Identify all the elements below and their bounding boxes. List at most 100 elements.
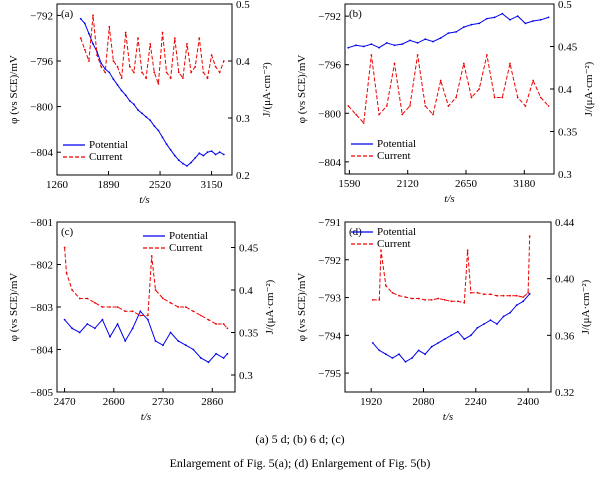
data-point-potential <box>355 44 357 47</box>
y-left-tick-label: −800 <box>30 102 53 114</box>
x-tick-label: 2120 <box>397 178 420 190</box>
y-right-axis-label: J/(μA·cm⁻²) <box>583 61 595 116</box>
data-point-current <box>161 31 164 34</box>
y-left-tick-label: −792 <box>318 255 341 267</box>
data-point-potential <box>120 89 123 92</box>
data-point-current <box>63 246 66 249</box>
data-point-potential <box>371 342 374 344</box>
data-point-current <box>100 65 103 68</box>
data-point-current <box>371 299 374 301</box>
x-tick-label: 1590 <box>338 178 361 190</box>
data-point-potential <box>226 352 229 355</box>
data-point-potential <box>94 327 96 330</box>
y-right-tick-label: 0.36 <box>555 330 575 342</box>
data-point-current <box>169 77 172 79</box>
data-point-potential <box>88 32 90 35</box>
data-point-current <box>362 122 365 124</box>
y-left-axis-label: φ (vs SCE)/mV <box>8 55 20 124</box>
data-point-current <box>186 43 188 45</box>
y-right-tick-label: 0.5 <box>236 0 250 11</box>
series-line-current <box>347 54 549 125</box>
data-point-current <box>173 37 176 40</box>
data-point-potential <box>509 311 511 314</box>
data-point-current <box>443 299 446 301</box>
data-point-potential <box>149 119 152 122</box>
data-point-potential <box>443 338 446 340</box>
x-tick-label: 2650 <box>455 178 478 190</box>
caption-line-1: (a) 5 d; (b) 6 d; (c) <box>255 432 345 446</box>
data-point-current <box>432 113 434 116</box>
data-point-current <box>133 71 135 74</box>
data-point-current <box>141 71 143 74</box>
data-point-current <box>462 62 465 65</box>
data-point-potential <box>206 151 209 154</box>
y-left-tick-label: −800 <box>318 108 341 120</box>
data-point-potential <box>222 357 225 359</box>
data-point-current <box>79 37 82 40</box>
y-left-tick-label: −795 <box>318 368 341 380</box>
data-point-current <box>207 318 210 321</box>
data-point-potential <box>362 45 365 48</box>
data-point-potential <box>124 94 127 97</box>
data-point-potential <box>161 136 164 139</box>
data-point-potential <box>198 152 201 155</box>
data-point-current <box>430 299 433 301</box>
data-point-potential <box>404 360 407 363</box>
data-point-current <box>145 77 148 79</box>
data-point-potential <box>502 315 505 318</box>
data-point-current <box>222 323 225 325</box>
data-point-potential <box>184 344 187 347</box>
data-point-current <box>466 249 469 252</box>
legend-label-potential: Potential <box>377 138 416 150</box>
data-point-current <box>470 291 472 294</box>
y-right-tick-label: 0.4 <box>239 285 253 297</box>
legend-label-current: Current <box>377 238 411 250</box>
y-right-tick-label: 0.4 <box>236 56 250 68</box>
data-point-current <box>509 62 511 65</box>
x-tick-label: 2400 <box>517 396 540 408</box>
data-point-current <box>476 291 479 294</box>
data-point-potential <box>124 340 127 342</box>
data-point-current <box>206 77 209 79</box>
data-point-potential <box>222 153 225 156</box>
data-point-potential <box>456 330 459 333</box>
y-right-tick-label: 0.32 <box>555 387 574 399</box>
data-point-potential <box>86 323 89 325</box>
y-right-tick-label: 0.44 <box>555 217 575 229</box>
data-point-current <box>411 297 413 300</box>
data-point-current <box>409 105 411 107</box>
data-point-potential <box>116 84 119 86</box>
data-point-current <box>385 284 387 287</box>
data-point-potential <box>470 334 472 337</box>
x-tick-label: 1890 <box>98 179 121 191</box>
data-point-current <box>509 294 511 297</box>
data-point-current <box>515 294 518 297</box>
data-point-potential <box>493 16 496 19</box>
data-point-potential <box>528 292 531 295</box>
data-point-current <box>391 291 394 294</box>
data-point-potential <box>141 112 143 115</box>
data-point-current <box>489 293 492 296</box>
data-point-current <box>92 14 94 17</box>
x-tick-label: 1260 <box>46 179 69 191</box>
data-point-potential <box>424 38 427 41</box>
legend-label-potential: Potential <box>89 139 128 151</box>
data-point-potential <box>109 335 111 338</box>
data-point-current <box>355 113 357 116</box>
y-left-tick-label: −804 <box>318 157 341 169</box>
y-right-axis-label: J/(μA·cm⁻²) <box>264 279 276 334</box>
data-point-current <box>131 310 134 313</box>
y-right-tick-label: 0.4 <box>558 84 572 96</box>
y-left-tick-label: −805 <box>30 387 53 399</box>
data-point-potential <box>385 353 387 356</box>
data-point-potential <box>501 12 504 15</box>
panel-d: 1920 2080 2240 2400 −791 −792 −793 −794 −795 0.32… <box>296 217 592 423</box>
data-point-current <box>202 71 205 74</box>
y-right-axis-label: J/(μA·cm⁻²) <box>580 279 592 334</box>
data-point-current <box>184 306 187 308</box>
data-point-potential <box>455 31 457 33</box>
data-point-current <box>192 310 195 313</box>
data-point-potential <box>101 318 104 321</box>
